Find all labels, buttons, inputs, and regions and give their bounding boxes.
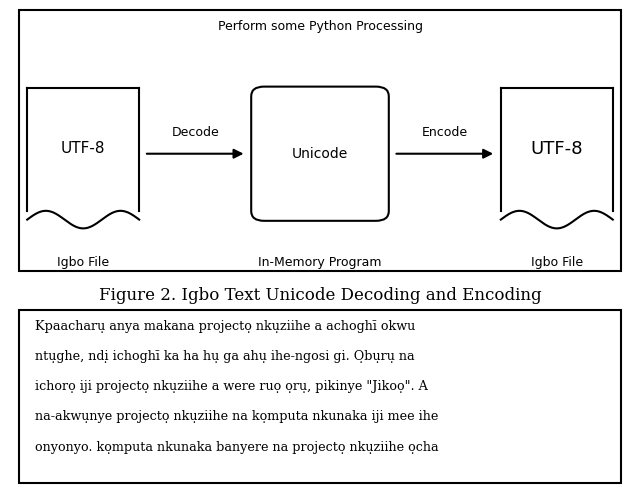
FancyBboxPatch shape — [19, 310, 621, 483]
Text: na-akwụnye projectọ nkụziihe na kọmputa nkunaka iji mee ihe: na-akwụnye projectọ nkụziihe na kọmp… — [35, 410, 438, 424]
Text: ntụghe, ndị ichoghī ka ha hụ ga ahụ ihe-ngosi gi. Ọbụrụ na: ntụghe, ndị ichoghī ka ha hụ ga ahụ … — [35, 350, 415, 363]
Text: Igbo File: Igbo File — [531, 256, 583, 269]
Polygon shape — [500, 88, 613, 211]
Text: Decode: Decode — [172, 126, 219, 139]
Text: onyonyo. kọmputa nkunaka banyere na projectọ nkụziihe ọcha: onyonyo. kọmputa nkunaka banyere na pro… — [35, 441, 439, 454]
FancyBboxPatch shape — [251, 87, 388, 221]
Text: Figure 2. Igbo Text Unicode Decoding and Encoding: Figure 2. Igbo Text Unicode Decoding and… — [99, 287, 541, 304]
Text: Igbo File: Igbo File — [57, 256, 109, 269]
Polygon shape — [28, 88, 140, 211]
Text: UTF-8: UTF-8 — [61, 142, 106, 156]
Text: Perform some Python Processing: Perform some Python Processing — [218, 20, 422, 33]
Text: Unicode: Unicode — [292, 147, 348, 161]
Text: ichorọ iji projectọ nkụziihe a were ruọ ọrụ, pikinye "Jikoọ". A: ichorọ iji projectọ nkụziihe a were ru… — [35, 380, 428, 393]
Text: Kpaacharụ anya makana projectọ nkụziihe a achoghī okwu: Kpaacharụ anya makana projectọ nkụzii… — [35, 320, 415, 333]
FancyBboxPatch shape — [19, 10, 621, 271]
Text: In-Memory Program: In-Memory Program — [259, 256, 381, 269]
Text: Encode: Encode — [422, 126, 468, 139]
Text: UTF-8: UTF-8 — [531, 140, 583, 158]
